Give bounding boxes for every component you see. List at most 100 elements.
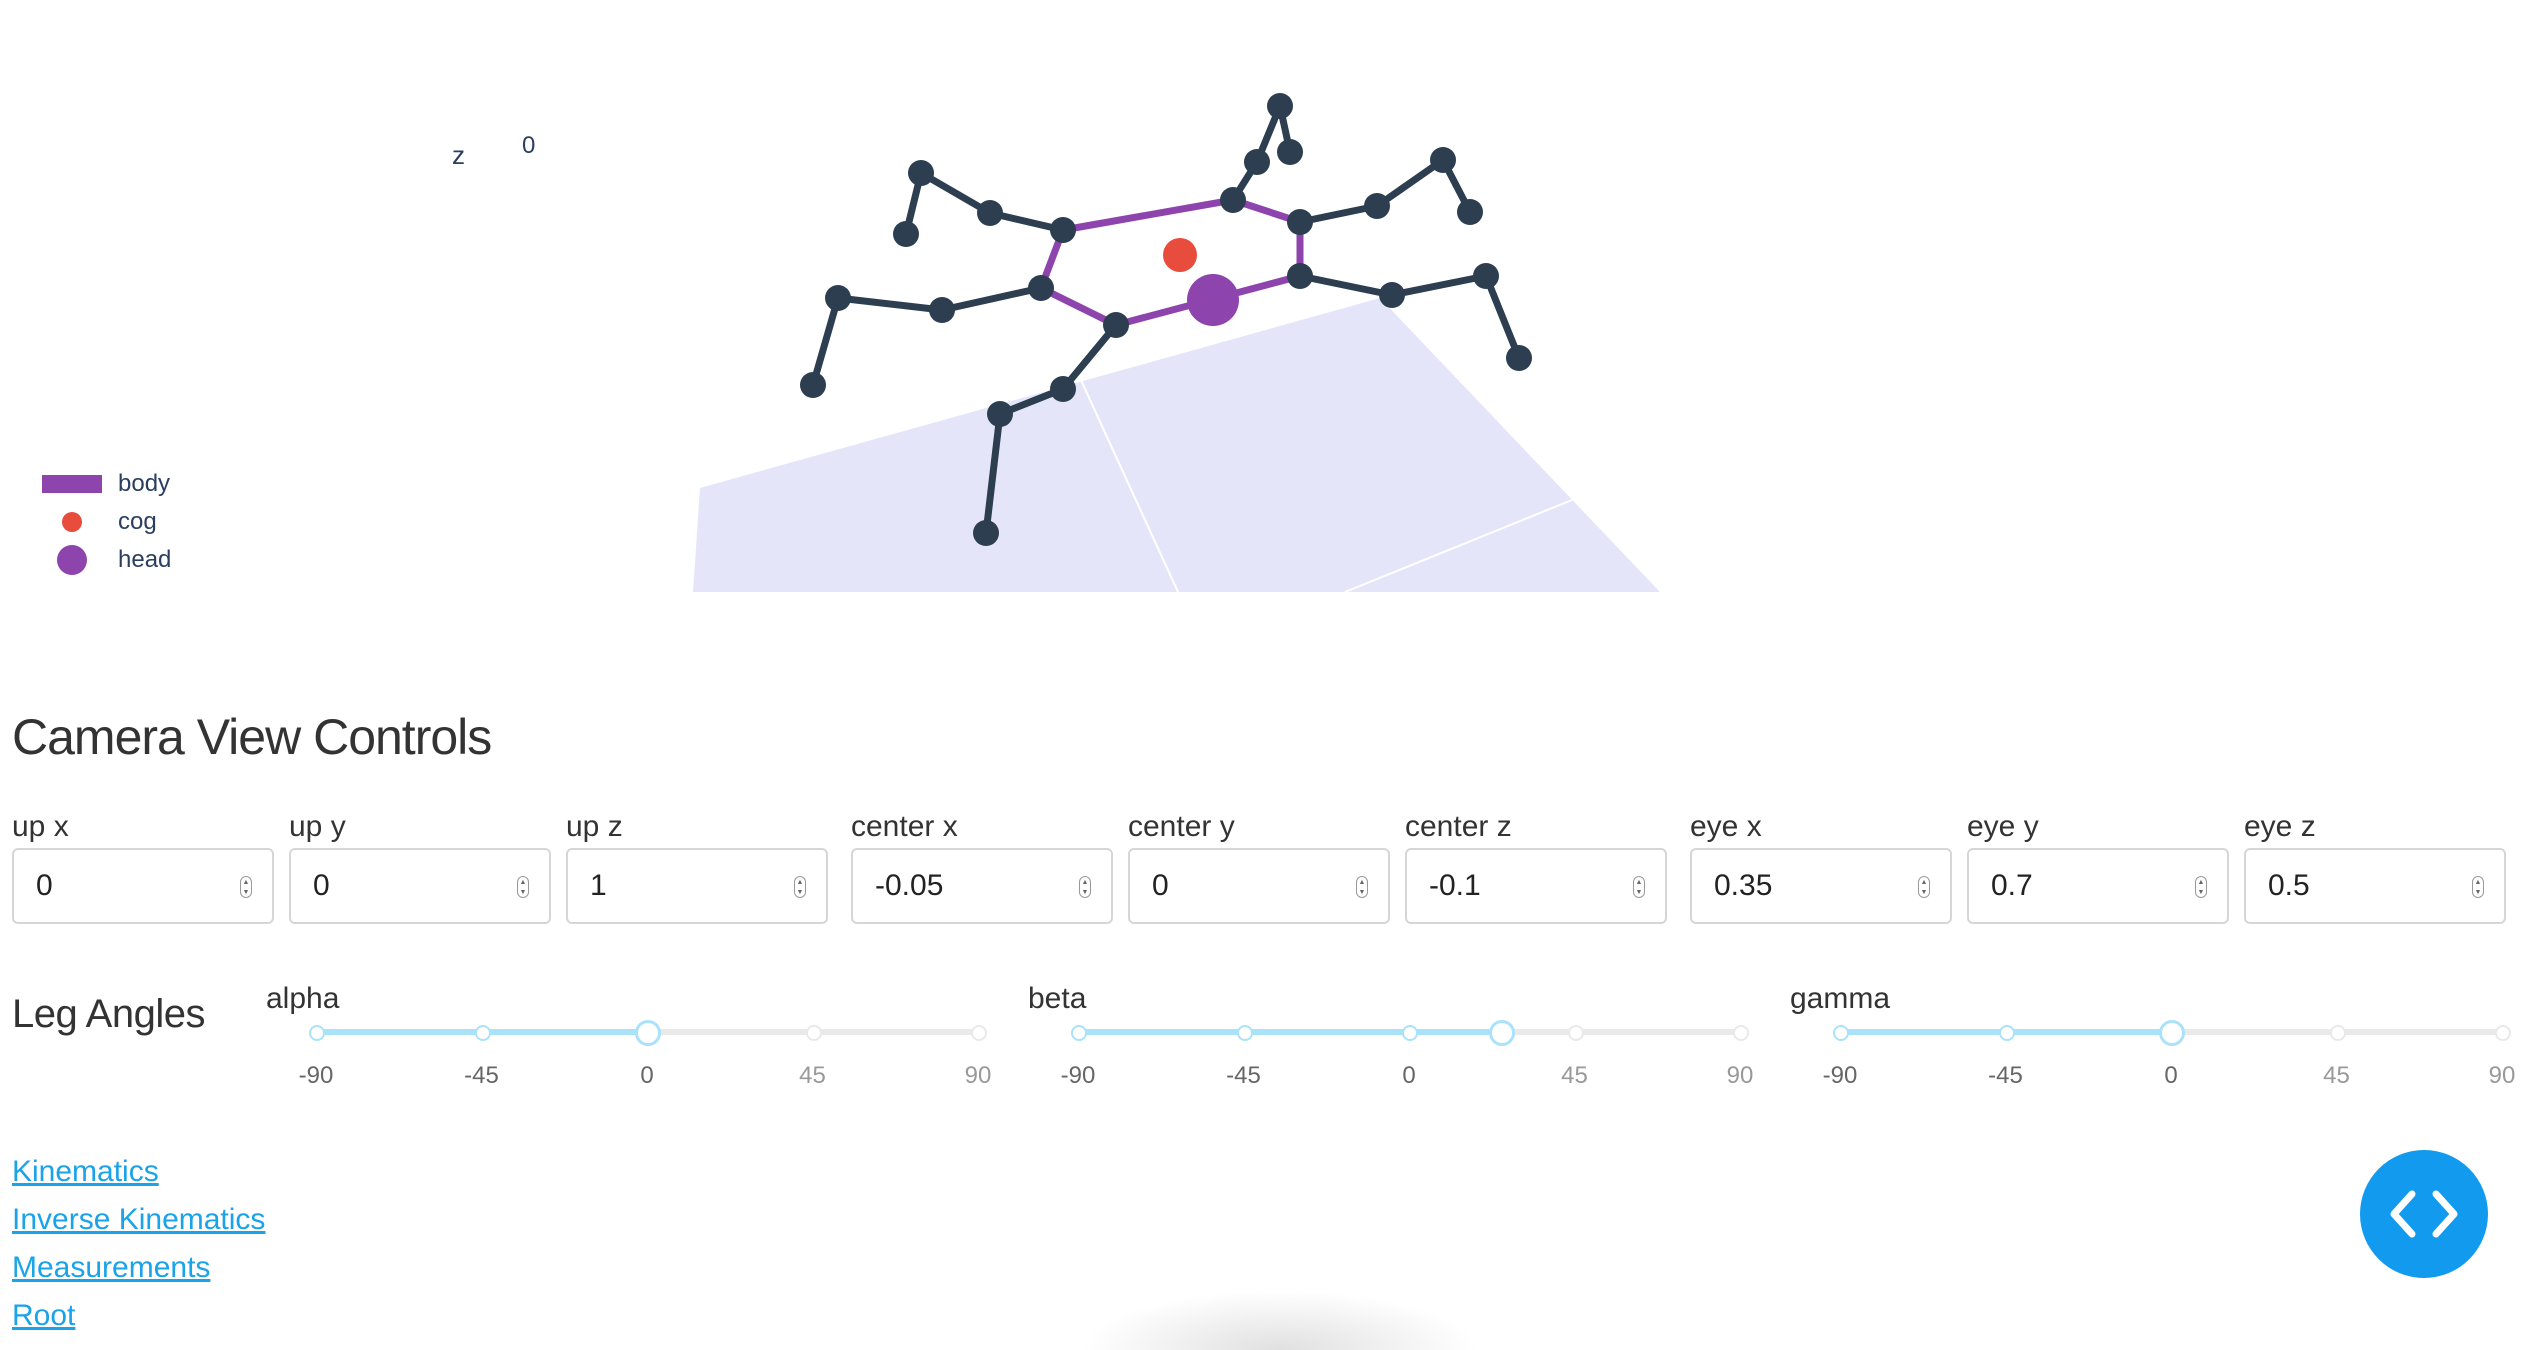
legend-item-cog[interactable]: cog [40, 503, 171, 541]
slider-step-dot[interactable] [1567, 1025, 1584, 1041]
slider-handle[interactable] [635, 1020, 661, 1046]
link-inverse-kinematics[interactable]: Inverse Kinematics [12, 1203, 266, 1236]
slider-mark-label: 0 [2164, 1062, 2178, 1089]
leg-joint [987, 401, 1013, 427]
number-input[interactable]: 0 ▲ ▼ [289, 848, 551, 924]
bottom-shadow [1080, 1290, 1480, 1350]
leg-joint [825, 285, 851, 311]
leg-joint [1287, 263, 1313, 289]
input-value: 0 [1152, 869, 1169, 902]
slider-step-dot[interactable] [1998, 1025, 2015, 1041]
legend-label: body [118, 470, 171, 497]
plot-legend: body cog head [40, 465, 171, 579]
leg-joint [1267, 93, 1293, 119]
leg-joint [1457, 199, 1483, 225]
slider-handle[interactable] [2159, 1020, 2185, 1046]
leg-joint [1244, 149, 1270, 175]
leg-joint [1103, 312, 1129, 338]
slider-label: beta [1028, 982, 1087, 1015]
slider-step-dot[interactable] [1733, 1025, 1749, 1041]
slider-handle[interactable] [1488, 1020, 1515, 1046]
small-dot-icon [40, 512, 104, 532]
leg-joint [800, 372, 826, 398]
leg-segment [902, 169, 1064, 235]
slider-step-dot[interactable] [2329, 1025, 2346, 1041]
slider-mark-label: -90 [1822, 1062, 1858, 1089]
slider-step-dot[interactable] [971, 1025, 987, 1041]
input-value: 1 [590, 869, 607, 902]
field-label: center x [851, 810, 958, 843]
slider-step-dot[interactable] [474, 1025, 491, 1041]
leg-joint [1379, 282, 1405, 308]
ground-plane [693, 298, 1660, 592]
number-input[interactable]: 0 ▲ ▼ [12, 848, 274, 924]
hexapod-3d-plot[interactable]: z 0 body cog head [0, 0, 2534, 620]
field-label: up x [12, 810, 69, 843]
number-input[interactable]: -0.05 ▲ ▼ [851, 848, 1113, 924]
link-root[interactable]: Root [12, 1299, 76, 1332]
leg-joint [973, 520, 999, 546]
code-fab-button[interactable] [2360, 1150, 2488, 1278]
input-value: 0.5 [2268, 869, 2310, 902]
number-input[interactable]: 1 ▲ ▼ [566, 848, 828, 924]
link-measurements[interactable]: Measurements [12, 1251, 211, 1284]
leg-joint [929, 297, 955, 323]
slider-step-dot[interactable] [1402, 1025, 1418, 1041]
link-kinematics[interactable]: Kinematics [12, 1155, 159, 1188]
leg-segment [1299, 272, 1523, 360]
spinner-icon[interactable]: ▲ ▼ [1356, 876, 1368, 898]
slider-label: alpha [266, 982, 340, 1015]
input-value: -0.1 [1429, 869, 1481, 902]
field-label: eye y [1967, 810, 2039, 843]
ground-gridline [1079, 377, 1179, 593]
leg-joint [1430, 147, 1456, 173]
leg-segment [809, 284, 1042, 386]
number-input[interactable]: 0 ▲ ▼ [1128, 848, 1390, 924]
axis-tick-label: 0 [522, 132, 536, 159]
spinner-icon[interactable]: ▲ ▼ [1079, 876, 1091, 898]
ground-gridline [1344, 499, 1573, 593]
slider-step-dot[interactable] [1236, 1025, 1253, 1041]
slider-step-dot[interactable] [1071, 1025, 1087, 1041]
number-input[interactable]: 0.7 ▲ ▼ [1967, 848, 2229, 924]
spinner-icon[interactable]: ▲ ▼ [517, 876, 529, 898]
slider-mark-label: 45 [2323, 1062, 2350, 1089]
leg-segment [1230, 102, 1294, 202]
cog-marker [1163, 238, 1197, 272]
spinner-icon[interactable]: ▲ ▼ [1633, 876, 1645, 898]
leg-joint [908, 160, 934, 186]
legend-item-body[interactable]: body [40, 465, 171, 503]
field-label: center y [1128, 810, 1235, 843]
spinner-icon[interactable]: ▲ ▼ [240, 876, 252, 898]
slider-mark-label: -45 [464, 1062, 499, 1089]
input-value: -0.05 [875, 869, 944, 902]
slider-step-dot[interactable] [1833, 1025, 1849, 1041]
slider-mark-label: 45 [1561, 1062, 1588, 1089]
line-swatch-icon [40, 475, 104, 493]
legend-item-head[interactable]: head [40, 541, 171, 579]
slider-mark-label: 90 [964, 1062, 992, 1089]
slider-step-dot[interactable] [2495, 1025, 2511, 1041]
leg-joint [1277, 139, 1303, 165]
number-input[interactable]: 0.35 ▲ ▼ [1690, 848, 1952, 924]
spinner-icon[interactable]: ▲ ▼ [2195, 876, 2207, 898]
input-value: 0 [313, 869, 330, 902]
slider-mark-label: -45 [1988, 1062, 2023, 1089]
spinner-icon[interactable]: ▲ ▼ [1918, 876, 1930, 898]
leg-joint [977, 200, 1003, 226]
nav-links: Kinematics Inverse Kinematics Measuremen… [12, 1148, 265, 1340]
legend-label: cog [118, 508, 157, 535]
slider-mark-label: 45 [799, 1062, 826, 1089]
slider-step-dot[interactable] [309, 1025, 325, 1041]
slider-step-dot[interactable] [805, 1025, 822, 1041]
field-label: eye x [1690, 810, 1762, 843]
leg-segment [982, 322, 1119, 534]
axis-z-label: z [452, 140, 465, 170]
slider-mark-label: -45 [1226, 1062, 1261, 1089]
spinner-icon[interactable]: ▲ ▼ [2472, 876, 2484, 898]
spinner-icon[interactable]: ▲ ▼ [794, 876, 806, 898]
number-input[interactable]: 0.5 ▲ ▼ [2244, 848, 2506, 924]
legend-label: head [118, 546, 172, 573]
leg-joint [1506, 345, 1532, 371]
number-input[interactable]: -0.1 ▲ ▼ [1405, 848, 1667, 924]
